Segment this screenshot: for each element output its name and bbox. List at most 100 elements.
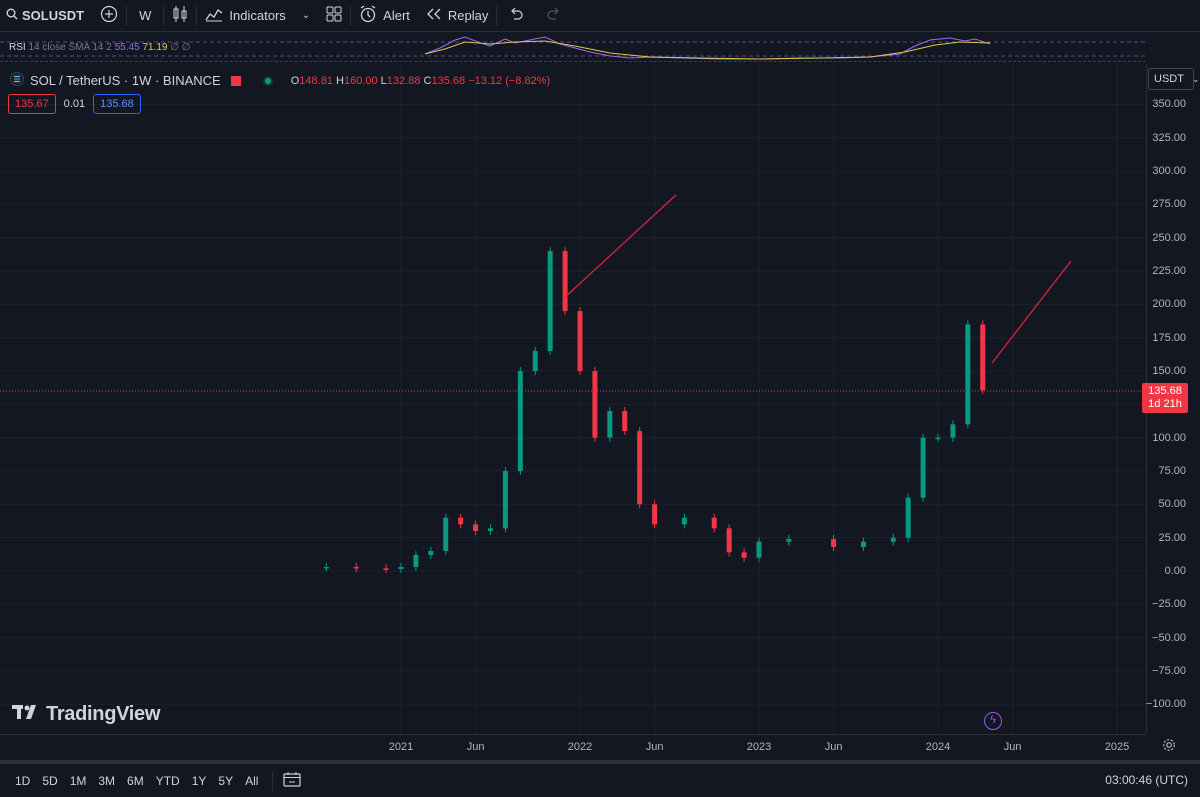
high-label: H [336,74,344,87]
redo-icon [547,7,561,23]
price-series [323,247,986,574]
replay-button[interactable]: Replay [418,0,496,32]
y-tick-label: 350.00 [1152,98,1186,111]
chevron-down-icon: ⌄ [301,10,311,21]
close-value: 135.68 [431,74,466,87]
range-button[interactable]: 5Y [218,773,234,788]
ohlc-values: O148.81 H160.00 L132.88 C135.68 −13.12 (… [291,75,550,87]
candle-body [547,251,553,352]
indicators-button[interactable]: Indicators ⌄ [197,0,318,32]
rsi-value: 55.45 [114,42,140,53]
alert-icon [359,5,377,26]
candle-body [831,539,837,548]
candle-body [323,567,329,569]
price-axis[interactable]: 350.00 325.00 300.00 275.00 250.00 225.00 200.… [1146,64,1200,734]
sol-logo-icon [10,72,24,89]
divider [196,5,198,26]
alert-label: Alert [383,8,410,23]
candle-body [905,497,911,538]
symbol-label: SOLUSDT [22,8,85,23]
market-status-icon[interactable] [262,75,273,86]
x-tick-label: 2025 [1104,741,1130,753]
divider [272,770,274,791]
range-button[interactable]: 3M [98,773,116,788]
y-tick-label: 50.00 [1158,498,1186,511]
range-button[interactable]: 5D [42,773,58,788]
buy-button[interactable]: 135.68 [93,94,141,114]
layout-button[interactable] [318,0,350,32]
range-button[interactable]: 1M [69,773,87,788]
rsi-name: RSI [9,42,26,53]
interval-label: W [139,8,152,23]
x-tick-label: 2024 [925,741,951,753]
range-button[interactable]: All [245,773,259,788]
y-tick-label: 275.00 [1152,198,1186,211]
last-price-label: 135.68 1d 21h [1142,383,1188,413]
currency-selector[interactable]: USDT ⌄ [1148,68,1200,90]
divider [350,5,352,26]
undo-icon [509,7,523,23]
candle-body [488,528,493,532]
divider [163,5,165,26]
layout-icon [326,6,342,25]
clock[interactable]: 03:00:46 (UTC) [1105,773,1188,787]
currency-label: USDT [1154,73,1184,85]
candle-body [413,555,419,568]
top-toolbar: SOLUSDT W Indicators ⌄ Alert [0,0,1200,32]
symbol-search[interactable]: SOLUSDT [0,0,92,32]
gear-icon[interactable] [1162,738,1176,755]
rsi-sma-line [424,40,991,60]
sell-button[interactable]: 135.67 [8,94,56,114]
compare-button[interactable] [92,0,126,32]
x-tick-label: Jun [824,741,843,753]
y-tick-label: 200.00 [1152,298,1186,311]
y-tick-label: −100.00 [1145,698,1186,711]
candle-body [458,517,464,525]
undo-button[interactable] [497,0,535,32]
y-tick-label: 75.00 [1158,465,1186,478]
indicators-icon [205,6,223,25]
candle-body [502,471,508,529]
candle-body [398,567,404,570]
chart-canvas[interactable] [0,64,1146,734]
grid [0,64,1146,734]
time-axis[interactable]: 2021 Jun 2022 Jun 2023 Jun 2024 Jun 2025 [0,734,1146,760]
interval-button[interactable]: W [127,0,163,32]
search-icon [6,8,18,23]
bar-countdown: 1d 21h [1148,398,1182,410]
candle-body [741,552,747,558]
rsi-extra: ∅ ∅ [170,42,191,53]
symbol-title[interactable]: SOL / TetherUS · 1W · BINANCE [30,73,221,88]
bottom-toolbar: 1D 5D 1M 3M 6M YTD 1Y 5Y All 03:00:46 (UTC) [0,760,1200,797]
candle-body [980,324,986,391]
trend-line-1 [562,194,677,300]
rsi-sma-value: 71.19 [142,42,168,53]
y-tick-label: 0.00 [1164,565,1186,577]
candle-body [890,537,896,542]
candles-icon [172,5,188,26]
redo-button[interactable] [535,0,573,32]
flag-icon[interactable] [230,75,241,86]
brand-name: TradingView [46,703,161,725]
y-tick-label: 175.00 [1152,331,1186,344]
range-button[interactable]: 1Y [191,773,207,788]
rsi-params: 14 close SMA 14 2 [28,42,112,53]
lightning-icon[interactable]: ϟ [984,712,1002,730]
chart-type-button[interactable] [164,0,196,32]
alert-button[interactable]: Alert [351,0,418,32]
symbol-legend: SOL / TetherUS · 1W · BINANCE O148.81 H1… [10,72,550,89]
trend-line-2 [991,260,1072,364]
candle-body [562,251,568,312]
range-button[interactable]: 1D [15,773,31,788]
x-tick-label: 2023 [746,741,772,753]
candle-body [592,371,598,438]
candle-body [965,324,971,425]
low-label: L [380,74,387,87]
goto-date-button[interactable] [273,771,311,790]
open-value: 148.81 [299,74,333,87]
range-button[interactable]: YTD [155,773,180,788]
x-tick-label: 2021 [388,741,414,753]
candle-body [517,371,523,472]
range-button[interactable]: 6M [127,773,144,788]
high-value: 160.00 [343,74,378,87]
